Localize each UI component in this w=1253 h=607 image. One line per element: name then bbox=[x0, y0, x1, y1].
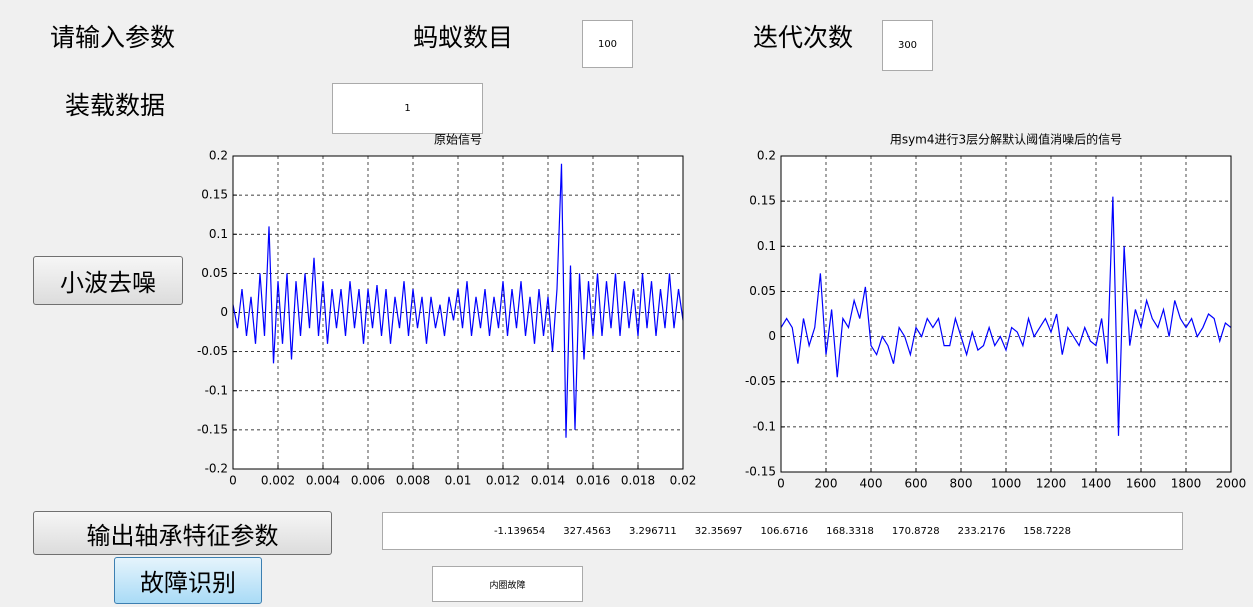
axes-frame bbox=[780, 155, 1232, 473]
x-tick-label: 1800 bbox=[1171, 477, 1202, 491]
feature-value: 168.3318 bbox=[826, 525, 874, 537]
axes-frame bbox=[232, 155, 684, 470]
load-label: 装载数据 bbox=[65, 91, 166, 120]
y-tick-label: 0.15 bbox=[201, 188, 228, 202]
x-tick-label: 0.006 bbox=[351, 474, 385, 488]
y-tick-label: 0 bbox=[768, 329, 776, 343]
feature-value: 233.2176 bbox=[957, 525, 1006, 537]
x-tick-label: 0.018 bbox=[621, 474, 655, 488]
x-tick-label: 400 bbox=[860, 477, 883, 491]
x-tick-label: 0.02 bbox=[670, 474, 697, 488]
y-tick-label: 0 bbox=[220, 305, 228, 319]
x-tick-label: 1200 bbox=[1036, 477, 1067, 491]
feature-value: 3.296711 bbox=[629, 525, 677, 537]
y-tick-label: 0.05 bbox=[749, 284, 776, 298]
ants-input[interactable]: 100 bbox=[582, 20, 633, 68]
x-tick-label: 200 bbox=[815, 477, 838, 491]
feature-value: -1.139654 bbox=[493, 525, 546, 537]
y-tick-label: 0.1 bbox=[757, 239, 776, 253]
y-tick-label: -0.05 bbox=[197, 344, 228, 358]
y-tick-label: -0.1 bbox=[205, 383, 228, 397]
result-output: 内圈故障 bbox=[432, 566, 583, 602]
iter-input[interactable]: 300 bbox=[882, 20, 933, 71]
y-tick-label: -0.2 bbox=[205, 462, 228, 476]
y-tick-label: 0.2 bbox=[757, 149, 776, 163]
signal-line bbox=[780, 196, 1232, 436]
features-output: -1.139654 327.4563 3.296711 32.35697 106.671… bbox=[382, 512, 1183, 550]
signal-line bbox=[232, 163, 684, 438]
x-tick-label: 0 bbox=[229, 474, 237, 488]
y-tick-label: 0.2 bbox=[209, 149, 228, 163]
y-tick-label: -0.15 bbox=[745, 465, 776, 479]
x-tick-label: 0.002 bbox=[261, 474, 295, 488]
x-tick-label: 600 bbox=[905, 477, 928, 491]
x-tick-label: 0 bbox=[777, 477, 785, 491]
feature-value: 170.8728 bbox=[891, 525, 940, 537]
y-tick-label: -0.1 bbox=[753, 419, 776, 433]
diagnose-button[interactable]: 故障识别 bbox=[114, 557, 262, 604]
y-tick-label: 0.15 bbox=[749, 194, 776, 208]
x-tick-label: 1600 bbox=[1126, 477, 1157, 491]
y-tick-label: -0.05 bbox=[745, 374, 776, 388]
x-tick-label: 0.008 bbox=[396, 474, 430, 488]
denoise-button[interactable]: 小波去噪 bbox=[33, 256, 183, 305]
feature-value: 106.6716 bbox=[760, 525, 809, 537]
x-tick-label: 2000 bbox=[1216, 477, 1247, 491]
features-button[interactable]: 输出轴承特征参数 bbox=[33, 511, 332, 555]
chart-title: 原始信号 bbox=[434, 133, 482, 147]
prompt-label: 请输入参数 bbox=[50, 23, 176, 52]
chart-title: 用sym4进行3层分解默认阈值消噪后的信号 bbox=[890, 132, 1122, 147]
y-tick-label: 0.1 bbox=[209, 227, 228, 241]
x-tick-label: 0.004 bbox=[306, 474, 340, 488]
x-tick-label: 800 bbox=[950, 477, 973, 491]
y-tick-label: -0.15 bbox=[197, 422, 228, 436]
x-tick-label: 0.012 bbox=[486, 474, 520, 488]
x-tick-label: 0.016 bbox=[576, 474, 610, 488]
feature-value: 158.7228 bbox=[1023, 525, 1072, 537]
x-tick-label: 0.014 bbox=[531, 474, 565, 488]
iter-label: 迭代次数 bbox=[753, 23, 854, 52]
feature-value: 32.35697 bbox=[694, 525, 743, 537]
x-tick-label: 0.01 bbox=[445, 474, 472, 488]
x-tick-label: 1400 bbox=[1081, 477, 1112, 491]
ants-label: 蚂蚁数目 bbox=[413, 23, 514, 52]
load-input[interactable]: 1 bbox=[332, 83, 483, 134]
x-tick-label: 1000 bbox=[991, 477, 1022, 491]
feature-value: 327.4563 bbox=[563, 525, 611, 537]
y-tick-label: 0.05 bbox=[201, 266, 228, 280]
